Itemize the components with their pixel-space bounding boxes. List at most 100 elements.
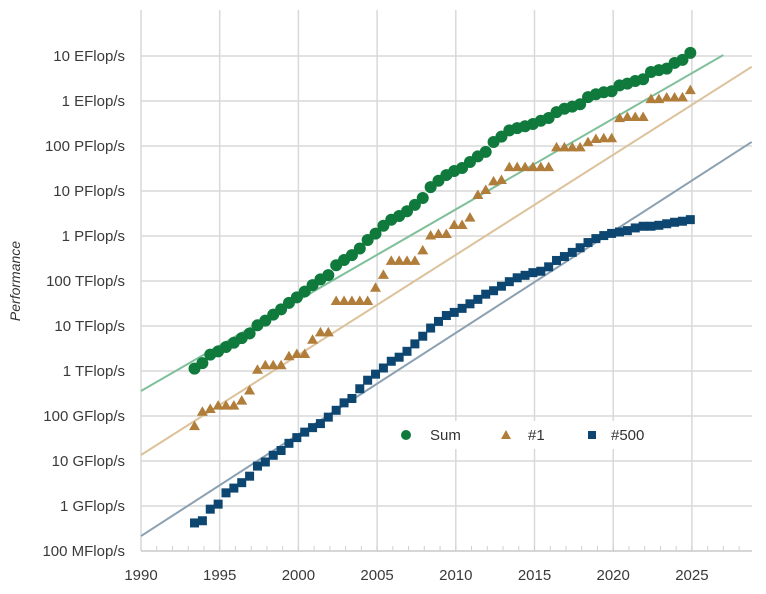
data-point	[621, 111, 633, 121]
x-axis-ticks: 1990 1995 2000 2005 2010 2015 2020 2025	[124, 546, 752, 584]
data-point	[684, 46, 697, 59]
data-point	[197, 516, 207, 526]
data-point	[676, 91, 688, 102]
data-point	[575, 243, 585, 253]
data-point	[661, 92, 673, 102]
data-point	[236, 395, 248, 405]
x-tick-label: 2000	[282, 567, 315, 584]
data-point	[314, 326, 326, 337]
data-point	[276, 446, 286, 456]
x-tick-label: 2020	[597, 567, 630, 584]
data-point	[638, 221, 648, 231]
data-point	[275, 359, 287, 370]
data-point	[377, 269, 389, 279]
data-point	[409, 255, 421, 265]
data-point	[418, 331, 428, 341]
data-point	[496, 281, 506, 291]
data-point	[457, 303, 467, 313]
data-point	[410, 339, 420, 349]
data-point	[464, 212, 476, 222]
data-point	[205, 504, 215, 514]
data-point	[567, 247, 577, 257]
data-point	[237, 478, 247, 488]
data-point	[338, 295, 350, 306]
data-point	[212, 400, 224, 410]
data-point	[520, 270, 530, 280]
data-point	[417, 244, 429, 255]
data-point	[299, 348, 311, 359]
data-point	[440, 228, 452, 239]
data-point	[558, 141, 570, 152]
data-point	[472, 189, 484, 199]
y-tick-label: 1 GFlop/s	[60, 498, 125, 515]
data-point	[536, 266, 546, 276]
data-point	[622, 226, 632, 236]
trend-lines	[140, 54, 753, 537]
data-point	[685, 215, 695, 225]
data-point	[204, 403, 216, 414]
data-point	[300, 427, 310, 437]
data-point	[637, 111, 649, 121]
trend-line-rank-1	[140, 65, 753, 456]
y-tick-label: 10 EFlop/s	[53, 48, 125, 65]
data-point	[598, 132, 610, 143]
y-tick-label: 10 TFlop/s	[54, 318, 125, 335]
data-point	[614, 227, 624, 237]
data-point	[448, 219, 460, 229]
x-tick-label: 1990	[124, 567, 157, 584]
data-point	[385, 255, 397, 265]
data-point	[370, 282, 382, 292]
y-axis-label: Performance	[7, 241, 23, 321]
y-tick-label: 100 GFlop/s	[43, 408, 125, 425]
data-point	[607, 228, 617, 238]
data-point	[645, 93, 657, 104]
y-tick-label: 100 TFlop/s	[46, 273, 125, 290]
data-points	[188, 46, 697, 528]
data-point	[268, 450, 278, 460]
data-point	[599, 231, 609, 241]
data-point	[213, 499, 223, 509]
data-point	[354, 295, 366, 306]
series-rank-500	[190, 215, 695, 528]
data-point	[189, 420, 201, 431]
data-point	[481, 289, 491, 299]
data-point	[646, 221, 656, 231]
data-point	[479, 145, 492, 158]
data-point	[307, 334, 319, 344]
legend-sum-label: Sum	[430, 427, 461, 444]
data-point	[244, 385, 256, 395]
data-point	[245, 471, 255, 481]
data-point	[653, 93, 665, 104]
y-tick-label: 100 MFlop/s	[42, 543, 125, 560]
data-point	[574, 98, 587, 111]
data-point	[574, 141, 586, 152]
data-point	[369, 227, 382, 240]
y-tick-label: 1 PFlop/s	[62, 228, 125, 245]
data-point	[284, 438, 294, 448]
data-point	[684, 84, 696, 95]
data-point	[662, 219, 672, 229]
data-point	[566, 141, 578, 152]
legend-background	[390, 421, 675, 449]
data-point	[527, 161, 539, 172]
data-point	[228, 400, 240, 410]
legend: Sum #1 #500	[390, 421, 675, 449]
data-point	[221, 488, 231, 498]
x-tick-label: 2025	[675, 567, 708, 584]
data-point	[416, 192, 429, 205]
data-point	[243, 327, 256, 340]
data-point	[251, 364, 263, 374]
y-tick-label: 10 GFlop/s	[52, 453, 125, 470]
data-point	[347, 393, 357, 403]
y-tick-label: 100 PFlop/s	[45, 138, 125, 155]
data-point	[433, 316, 443, 326]
data-point	[544, 262, 554, 272]
data-point	[371, 369, 381, 379]
data-point	[378, 363, 388, 373]
data-point	[393, 255, 405, 265]
data-point	[346, 295, 358, 306]
data-point	[260, 457, 270, 467]
y-tick-label: 1 TFlop/s	[63, 363, 125, 380]
legend-1-marker	[501, 430, 511, 439]
data-point	[196, 357, 209, 370]
